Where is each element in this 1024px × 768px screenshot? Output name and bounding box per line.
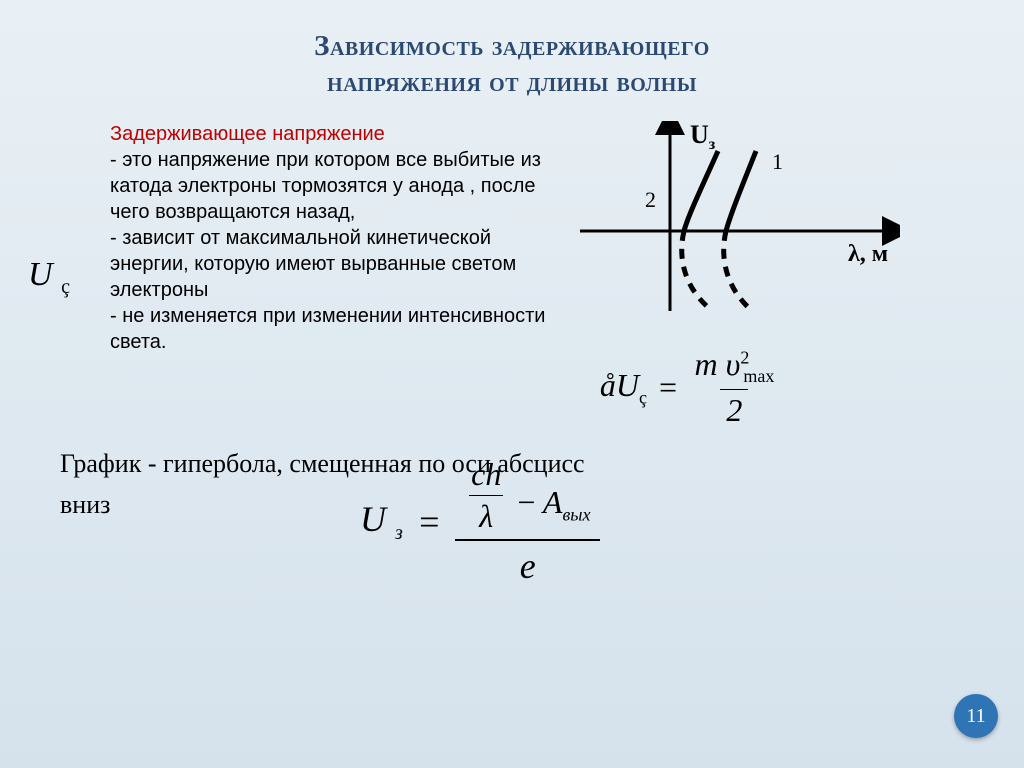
eq2-denominator: e <box>455 539 600 587</box>
caption-l2: вниз <box>60 490 110 519</box>
eq2-numerator: ch λ − Aвых <box>455 456 600 539</box>
eq1-equals: = <box>657 369 679 406</box>
page-number: 11 <box>966 705 985 728</box>
right-column: Uз λ, м 1 2 åUç = m υ2max 2 <box>560 121 984 429</box>
eq1-lhs: åUç <box>600 367 647 408</box>
eq2-minus: − <box>515 484 537 521</box>
slide-title: Зависимость задерживающего напряжения от… <box>0 0 1024 101</box>
left-column: U ç Задерживающее напряжение - это напря… <box>20 121 560 429</box>
eq2-u-letter: U <box>360 499 386 539</box>
curve2-dash <box>682 231 710 309</box>
symbol-u: U ç <box>28 256 70 299</box>
eq1-num: m υ2max <box>689 346 781 389</box>
eq2-minus-a: − Aвых <box>515 466 590 525</box>
eq1-den: 2 <box>720 389 748 429</box>
curve2-solid <box>684 151 718 231</box>
title-line1: Зависимость задерживающего <box>314 30 710 62</box>
u-letter: U <box>28 256 53 293</box>
eq2-ch: ch <box>465 456 507 495</box>
curve1-label: 1 <box>772 149 783 174</box>
eq1-m: m <box>695 346 718 382</box>
title-line2: напряжения от длины волны <box>327 66 697 98</box>
u-sub: ç <box>61 275 70 297</box>
eq2-a-letter: A <box>543 484 563 520</box>
eq2-innerfrac: ch λ <box>465 456 507 535</box>
definition-p3: - не изменяется при изменении интенсивно… <box>110 303 550 355</box>
definition-block: Задерживающее напряжение - это напряжени… <box>20 121 560 355</box>
eq2-bigfrac: ch λ − Aвых e <box>455 456 600 587</box>
bottom-block: График - гипербола, смещенная по оси абс… <box>0 429 1024 587</box>
definition-p2: - зависит от максимальной кинетической э… <box>110 225 550 303</box>
curve1-solid <box>726 151 756 231</box>
eq2-u: U з <box>360 498 403 545</box>
page-number-badge: 11 <box>954 694 998 738</box>
eq1-v: υ <box>726 346 741 382</box>
eq2-a: Aвых <box>543 484 591 525</box>
y-label: Uз <box>690 121 716 153</box>
eq1-sub: ç <box>639 387 647 407</box>
content-row: U ç Задерживающее напряжение - это напря… <box>0 101 1024 429</box>
equation-2-area: U з = ch λ − Aвых e <box>360 456 984 587</box>
eq2-equals: = <box>417 501 441 543</box>
eq2-u-sub: з <box>395 522 403 544</box>
eq1-au: åU <box>600 367 639 403</box>
definition-term: Задерживающее напряжение <box>110 121 550 147</box>
eq2-a-sub: вых <box>562 504 590 524</box>
curve1-dash <box>724 231 750 309</box>
curve2-label: 2 <box>645 187 656 212</box>
eq1-frac: m υ2max 2 <box>689 346 781 429</box>
equation-1: åUç = m υ2max 2 <box>560 346 984 429</box>
eq2-lambda: λ <box>469 495 503 535</box>
definition-p1: - это напряжение при котором все выбитые… <box>110 147 550 225</box>
graph-svg: Uз λ, м 1 2 <box>560 121 900 321</box>
equation-2: U з = ch λ − Aвых e <box>360 456 600 587</box>
eq1-sup: 2 <box>740 347 749 367</box>
eq1-max: max <box>743 366 774 386</box>
x-label: λ, м <box>848 241 888 267</box>
